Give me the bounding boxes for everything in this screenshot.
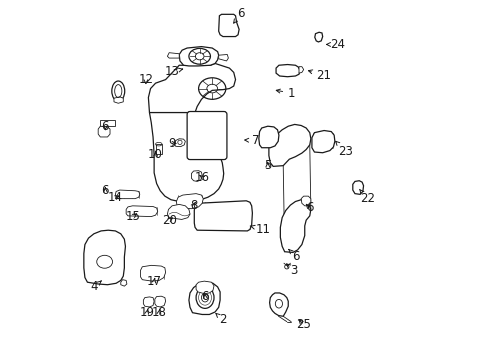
Text: 4: 4 [91, 280, 101, 293]
Text: 23: 23 [335, 141, 352, 158]
Text: 6: 6 [102, 184, 109, 197]
Polygon shape [196, 281, 214, 294]
Text: 6: 6 [305, 202, 313, 215]
Text: 6: 6 [102, 120, 109, 133]
Polygon shape [140, 265, 165, 281]
Text: 6: 6 [201, 290, 208, 303]
Polygon shape [188, 282, 220, 315]
Text: 16: 16 [194, 171, 209, 184]
Polygon shape [194, 201, 252, 231]
Polygon shape [280, 200, 310, 252]
Polygon shape [83, 230, 125, 285]
Text: 5: 5 [264, 159, 271, 172]
Text: 11: 11 [250, 223, 270, 236]
Polygon shape [191, 171, 202, 181]
Text: 8: 8 [189, 199, 197, 212]
Polygon shape [352, 181, 363, 194]
Text: 15: 15 [125, 210, 140, 223]
Polygon shape [115, 190, 140, 199]
Text: 12: 12 [138, 73, 153, 86]
Polygon shape [179, 46, 218, 66]
Polygon shape [98, 126, 110, 137]
Polygon shape [126, 206, 158, 217]
Text: 20: 20 [162, 214, 176, 227]
Bar [155, 144, 162, 154]
Polygon shape [258, 126, 278, 148]
Text: 17: 17 [146, 275, 162, 288]
Polygon shape [298, 67, 303, 73]
Polygon shape [167, 53, 179, 58]
Polygon shape [218, 54, 228, 61]
Polygon shape [174, 139, 185, 147]
Text: 24: 24 [326, 38, 345, 51]
Text: 21: 21 [308, 69, 331, 82]
Polygon shape [114, 97, 123, 103]
Polygon shape [218, 14, 239, 37]
Text: 14: 14 [107, 192, 122, 204]
Text: 19: 19 [139, 306, 154, 319]
Polygon shape [149, 113, 223, 202]
Bar [100, 120, 115, 126]
Text: 10: 10 [148, 148, 163, 161]
Polygon shape [314, 32, 322, 42]
Text: 7: 7 [244, 134, 259, 147]
Polygon shape [167, 204, 190, 220]
Polygon shape [176, 194, 203, 209]
Text: 6: 6 [288, 249, 299, 262]
Polygon shape [301, 196, 310, 206]
Polygon shape [268, 125, 310, 166]
Polygon shape [276, 64, 300, 77]
Polygon shape [143, 297, 154, 307]
Polygon shape [121, 280, 126, 286]
Text: 9: 9 [168, 137, 176, 150]
Polygon shape [269, 293, 287, 316]
Text: 18: 18 [151, 306, 166, 319]
FancyBboxPatch shape [187, 112, 226, 159]
Polygon shape [148, 63, 235, 113]
Text: 13: 13 [164, 65, 183, 78]
Text: 6: 6 [233, 7, 244, 23]
Text: 22: 22 [359, 189, 374, 205]
Polygon shape [155, 296, 165, 307]
Polygon shape [311, 131, 334, 153]
Text: 25: 25 [296, 318, 310, 331]
Ellipse shape [112, 81, 124, 101]
Text: 3: 3 [286, 264, 297, 277]
Text: 1: 1 [276, 87, 295, 100]
Text: 2: 2 [215, 313, 226, 327]
